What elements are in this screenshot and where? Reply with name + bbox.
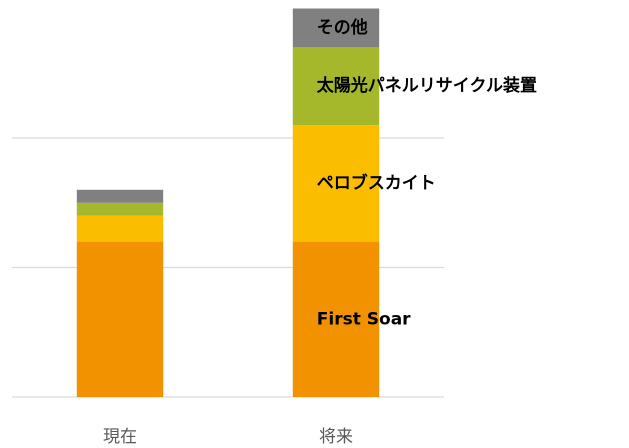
series-label: ペロブスカイト (317, 172, 436, 193)
bar-segment (76, 215, 164, 242)
bar-segment (292, 47, 380, 126)
bar-segment (76, 241, 164, 397)
series-label: First Soar (317, 309, 411, 329)
series-label: 太陽光パネルリサイクル装置 (317, 75, 537, 96)
series-label: その他 (317, 17, 368, 38)
bar-segment (76, 202, 164, 216)
x-tick-label: 現在 (103, 427, 137, 447)
bar-segment (292, 125, 380, 242)
bar-segment (292, 8, 380, 48)
bar-segment (76, 189, 164, 203)
bar-segment (292, 241, 380, 397)
x-tick-label: 将来 (319, 427, 353, 447)
